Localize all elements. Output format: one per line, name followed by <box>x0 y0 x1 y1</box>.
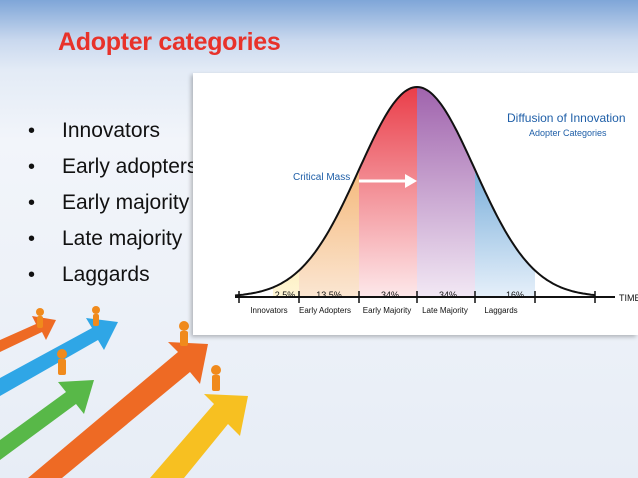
time-axis-label: TIME <box>619 293 638 303</box>
critical-mass-arrowhead <box>405 174 417 188</box>
bell-curve-line <box>234 85 596 297</box>
slide-title: Adopter categories <box>58 28 281 56</box>
percent-label-innovators: 2.5% <box>275 290 296 300</box>
bullet-list: • Innovators • Early adopters • Early major… <box>28 116 197 296</box>
decorative-arrows-illustration <box>0 306 248 478</box>
orange-arrow <box>28 342 208 478</box>
figure-heading: Diffusion of Innovation <box>507 111 626 125</box>
bullet-item: • Late majority <box>28 227 183 250</box>
diffusion-curve-chart: 2.5% 13.5% 34% 34% 16% Innovators Early … <box>234 85 638 315</box>
segment-laggards-fill <box>475 87 535 297</box>
yellow-arrow <box>150 394 248 478</box>
segment-dividers <box>238 291 596 303</box>
percent-label-early-adopters: 13.5% <box>316 290 342 300</box>
small-orange-arrow <box>0 316 56 352</box>
critical-mass-label: Critical Mass <box>293 172 350 183</box>
orange-person-icon <box>36 306 221 391</box>
percent-label-early-majority: 34% <box>381 290 399 300</box>
segment-late-majority-fill <box>417 87 475 297</box>
segment-early-adopters-fill <box>299 87 359 297</box>
percent-label-late-majority: 34% <box>439 290 457 300</box>
green-arrow <box>0 380 94 460</box>
percent-label-laggards: 16% <box>506 290 524 300</box>
bullet-item: • Laggards <box>28 263 150 286</box>
bullet-item: • Early adopters <box>28 155 198 178</box>
segment-name-early-majority: Early Majority <box>363 306 411 315</box>
bullet-item: • Early majority <box>28 191 190 214</box>
segment-name-laggards: Laggards <box>484 306 517 315</box>
bullet-item: • Innovators <box>28 119 161 142</box>
segment-name-early-adopters: Early Adopters <box>299 306 351 315</box>
segment-name-late-majority: Late Majority <box>422 306 468 315</box>
diffusion-figure: 2.5% 13.5% 34% 34% 16% Innovators Early … <box>193 73 638 335</box>
figure-subheading: Adopter Categories <box>529 128 607 138</box>
segment-name-innovators: Innovators <box>250 306 287 315</box>
segment-innovators-fill <box>273 87 299 297</box>
